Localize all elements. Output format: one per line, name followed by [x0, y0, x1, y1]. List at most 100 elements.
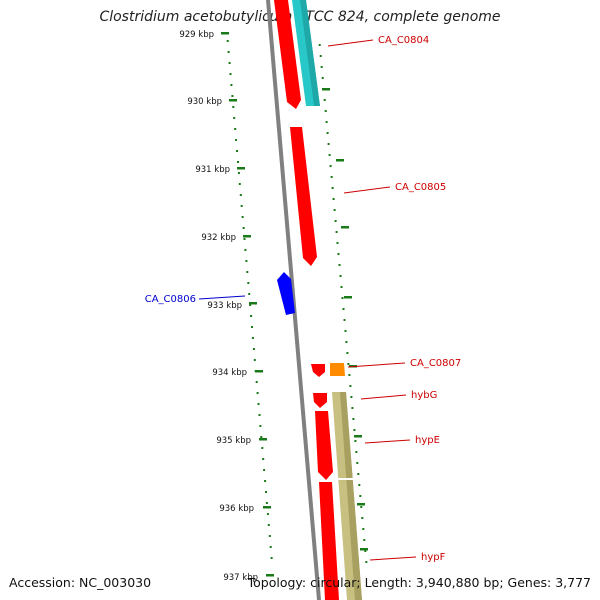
gene-arrows [274, 0, 345, 600]
tick-dot [229, 73, 232, 75]
tick-dot [337, 253, 340, 255]
outer-tick-mark [357, 503, 365, 506]
tick-dot [240, 205, 243, 207]
tick-dot [242, 227, 245, 229]
kbp-tick-mark [255, 370, 263, 373]
kbp-tick-label: 929 kbp [179, 30, 214, 40]
outer-tick-mark [354, 435, 362, 438]
tick-dot [342, 308, 345, 310]
tick-dot [359, 495, 362, 497]
tick-dot [330, 176, 333, 178]
tick-dot [341, 297, 344, 299]
tick-dot [353, 429, 356, 431]
kbp-tick-mark [229, 99, 237, 102]
tick-dot [324, 110, 327, 112]
tick-dot [320, 66, 323, 68]
tick-dot [345, 341, 348, 343]
gene-leader-line [360, 394, 407, 400]
gene-arrow-hybg [313, 393, 327, 408]
tick-dot [251, 326, 253, 328]
tick-dot [237, 161, 239, 163]
kbp-tick-label: 936 kbp [219, 504, 254, 514]
kbp-tick-label: 934 kbp [212, 368, 247, 378]
kbp-tick-mark [263, 506, 271, 509]
gene-arrow-ca-c0806 [277, 272, 295, 315]
tick-dot-track [226, 40, 368, 563]
tick-dot [230, 84, 233, 86]
kbp-tick-label: 937 kbp [223, 573, 258, 583]
tick-dot [269, 546, 272, 548]
tick-dot [227, 51, 230, 53]
tick-dot [336, 242, 339, 244]
kbp-tick-mark [249, 302, 257, 305]
tick-dot [344, 330, 347, 332]
genome-backbone [266, 0, 321, 600]
gene-arrow-hype [315, 411, 333, 480]
kbp-tick-mark [243, 235, 251, 238]
tick-dot [247, 282, 250, 284]
gene-arrow-ca-c0805 [290, 127, 317, 266]
tick-dot [258, 414, 261, 416]
tick-dot [238, 183, 241, 185]
tick-dot [349, 385, 352, 387]
gene-leader-line [347, 362, 406, 368]
tick-dot [261, 447, 264, 449]
tick-dot [346, 352, 349, 354]
tick-dot [246, 271, 249, 273]
tick-dot [334, 220, 337, 222]
tick-dot [241, 216, 244, 218]
tick-dot [268, 535, 271, 537]
tick-dot [326, 132, 329, 134]
tick-dot [264, 480, 267, 482]
gene-labels: CA_C0804 CA_C0805 CA_C0806 CA_C0807 hybG hypE… [145, 35, 462, 563]
kbp-tick-label: 931 kbp [195, 165, 230, 175]
tick-dot [321, 77, 324, 79]
tick-dot [228, 62, 231, 64]
tick-dot [343, 319, 346, 321]
tick-dot [244, 249, 247, 251]
tick-dot [262, 458, 265, 460]
kbp-tick-label: 930 kbp [187, 97, 222, 107]
tick-dot [236, 150, 238, 152]
tick-dot [361, 517, 364, 519]
gene-leader-line [364, 439, 411, 444]
tick-dot [356, 462, 359, 464]
tick-dot [255, 381, 258, 383]
tick-dot [237, 172, 240, 174]
kbp-tick-mark [221, 32, 229, 35]
kbp-ticks: 929 kbp 930 kbp 931 kbp 932 kbp 933 kbp 934 k… [179, 30, 368, 583]
tick-dot [347, 363, 350, 365]
tick-dot [252, 348, 255, 350]
khaki-feature-band-shade [340, 392, 362, 600]
tick-dot [245, 260, 248, 262]
feature-bands [292, 0, 362, 600]
tick-dot [348, 374, 351, 376]
tick-dot [239, 194, 242, 196]
kbp-tick-mark [237, 167, 245, 170]
outer-tick-mark [336, 159, 344, 162]
tick-dot [327, 143, 330, 145]
tick-dot [234, 128, 237, 130]
tick-dot [256, 392, 259, 394]
tick-dot [323, 99, 326, 101]
tick-dot [265, 491, 267, 493]
accession-text: Accession: NC_003030 [9, 575, 152, 590]
tick-dot [243, 238, 246, 240]
tick-dot [233, 117, 236, 119]
tick-dot [365, 561, 368, 563]
kbp-tick-mark [266, 574, 274, 577]
gene-label: CA_C0806 [145, 294, 196, 305]
tick-dot [263, 469, 266, 471]
gene-label: hypE [415, 435, 440, 446]
tick-dot [232, 106, 235, 108]
tick-dot [332, 198, 335, 200]
gene-label: hypF [421, 552, 446, 563]
tick-dot [250, 315, 253, 317]
tick-dot [363, 539, 366, 541]
tick-dot [352, 418, 355, 420]
tick-dot [266, 513, 269, 515]
tick-dot [339, 275, 342, 277]
tick-dot [257, 403, 260, 405]
tick-dot [267, 524, 270, 526]
